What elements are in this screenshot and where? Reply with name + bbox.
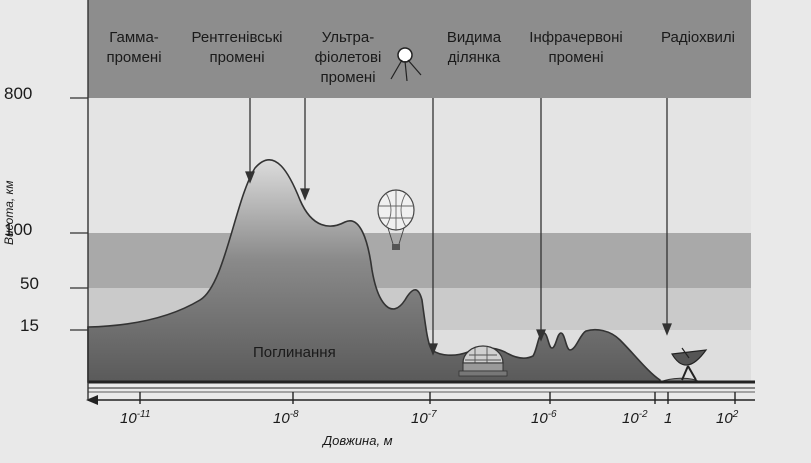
band-radio-line1: Радіохвилі — [660, 29, 736, 46]
band-visible-line2: ділянка — [447, 49, 501, 66]
xtick-base: 10 — [622, 410, 639, 427]
band-800-100 — [88, 98, 751, 233]
xtick-base: 10 — [716, 410, 733, 427]
xtick-1e-6: 10-6 — [531, 409, 557, 427]
absorption-curve — [87, 159, 661, 383]
xtick-1e-8: 10-8 — [273, 409, 299, 427]
xtick-exp: -2 — [638, 409, 648, 420]
band-uv-line1: Ультра- — [321, 29, 375, 46]
band-radio: Радіохвилі — [652, 28, 744, 48]
xtick-base: 10 — [273, 410, 290, 427]
xtick-exp: 2 — [732, 409, 739, 420]
ytick-100: 100 — [4, 220, 33, 239]
absorption-label: Поглинання — [253, 344, 336, 361]
band-100-50 — [88, 233, 751, 288]
upper-atmosphere-band — [88, 0, 751, 98]
xtick-base: 10 — [120, 410, 137, 427]
xtick-exp: -6 — [547, 409, 557, 420]
ytick-50: 50 — [20, 274, 39, 293]
band-gamma-line2: промені — [106, 49, 162, 66]
xtick-base: 10 — [411, 410, 428, 427]
xtick-exp: -8 — [289, 409, 299, 420]
band-xray-line2: промені — [209, 49, 265, 66]
xtick-base: 10 — [531, 410, 548, 427]
band-uv-line3: промені — [320, 69, 376, 86]
band-visible-line1: Видима — [446, 29, 502, 46]
hot-air-balloon-icon — [377, 189, 415, 250]
band-ir: Інфрачервоні промені — [516, 28, 636, 68]
band-uv: Ультра- фіолетові промені — [306, 28, 390, 88]
ytick-15: 15 — [20, 316, 39, 335]
ytick-800: 800 — [4, 84, 33, 103]
xtick-base: 1 — [664, 410, 673, 427]
xtick-1e-2: 10-2 — [622, 409, 648, 427]
band-visible: Видима ділянка — [440, 28, 508, 68]
band-xray-line1: Рентгенівські — [191, 29, 283, 46]
xtick-1e-7: 10-7 — [411, 409, 437, 427]
xtick-1e-11: 10-11 — [120, 409, 150, 427]
x-axis-arrow — [86, 395, 98, 405]
band-uv-line2: фіолетові — [314, 49, 382, 66]
radio-dish-icon — [671, 347, 708, 381]
band-ir-line1: Інфрачервоні — [529, 29, 623, 46]
xtick-1: 1 — [664, 409, 672, 427]
band-xray: Рентгенівські промені — [178, 28, 296, 68]
xtick-exp: -7 — [427, 409, 437, 420]
xtick-exp: -11 — [136, 409, 151, 420]
x-axis-label: Довжина, м — [323, 433, 393, 448]
x-tick-marks — [139, 392, 736, 404]
penetration-arrows — [245, 98, 672, 356]
band-ir-line2: промені — [548, 49, 604, 66]
band-gamma-line1: Гамма- — [109, 29, 159, 46]
observatory-icon — [458, 345, 508, 377]
xtick-1e2: 102 — [716, 409, 738, 427]
band-gamma: Гамма- промені — [98, 28, 170, 68]
satellite-icon — [390, 47, 422, 82]
y-axis-label: Висота, км — [2, 180, 16, 245]
